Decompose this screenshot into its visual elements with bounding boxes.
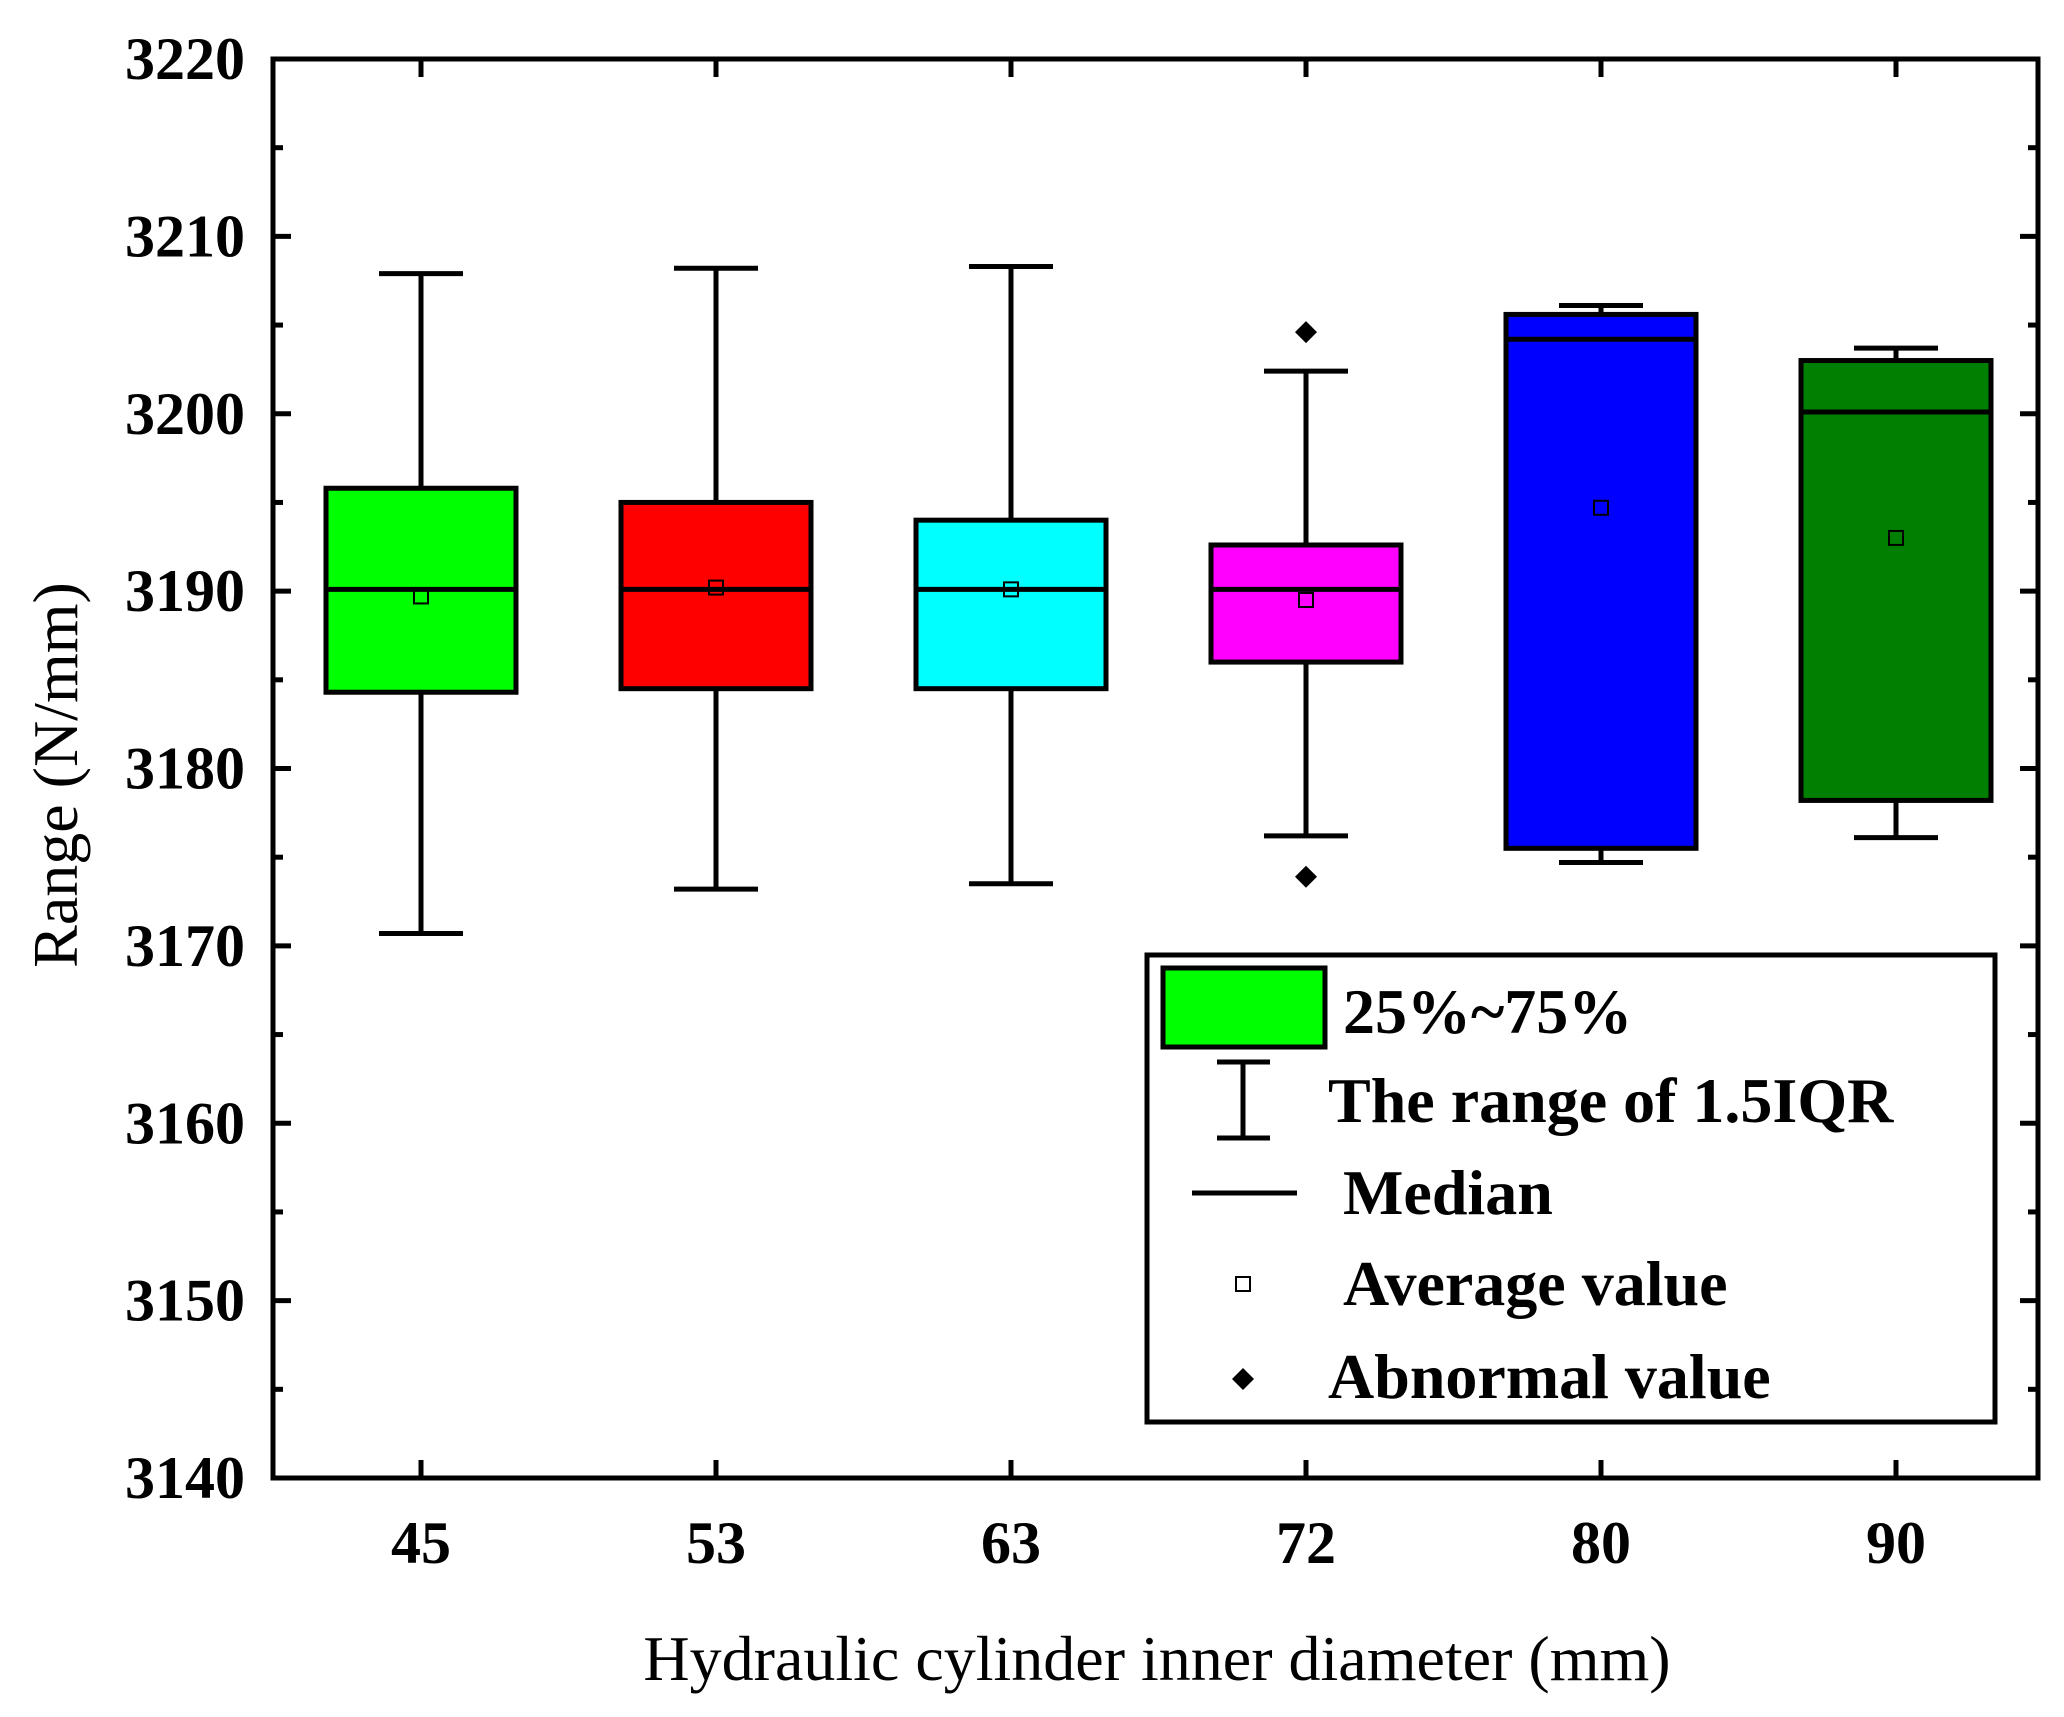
mean-marker [413, 588, 429, 605]
outlier-marker [1295, 321, 1317, 344]
box-group-53 [618, 265, 814, 892]
iqr-box [1208, 542, 1404, 665]
x-axis-title: Hydraulic cylinder inner diameter (mm) [643, 1623, 1670, 1694]
y-tick-label: 3140 [125, 1445, 245, 1511]
x-axis: 45 53 63 72 80 90 [391, 59, 1926, 1576]
plot-area [323, 264, 1994, 936]
box-group-72 [1208, 321, 1404, 888]
y-axis: 3140 3150 3160 3170 3180 3190 3200 3210 3220 [125, 26, 2038, 1511]
legend-box-swatch [1160, 965, 1328, 1050]
iqr-box [1503, 311, 1699, 851]
y-axis-title: Range (N/mm) [20, 582, 91, 968]
legend-mean-marker [1235, 1276, 1251, 1292]
x-tick-label: 63 [981, 1510, 1041, 1576]
x-tick-label: 45 [391, 1510, 451, 1576]
legend-whisker-symbol [1217, 1059, 1270, 1141]
y-tick-label: 3220 [125, 26, 245, 92]
y-tick-label: 3200 [125, 381, 245, 447]
outlier-marker [1295, 865, 1317, 888]
y-tick-label: 3170 [125, 913, 245, 979]
legend-outlier-marker [1232, 1368, 1254, 1390]
x-tick-label: 53 [686, 1510, 746, 1576]
legend: 25%~75% The range of 1.5IQR Median Avera… [1144, 952, 1998, 1425]
iqr-box [1798, 358, 1994, 803]
plot-frame [270, 56, 2041, 1481]
legend-label-outlier: Abnormal value [1328, 1341, 1771, 1412]
mean-marker [1593, 499, 1609, 516]
box-group-90 [1798, 345, 1994, 841]
y-tick-label: 3150 [125, 1268, 245, 1334]
y-tick-label: 3210 [125, 203, 245, 269]
x-tick-label: 80 [1571, 1510, 1631, 1576]
legend-label-mean: Average value [1343, 1248, 1727, 1319]
mean-marker [708, 579, 724, 596]
mean-marker [1298, 591, 1314, 608]
x-tick-label: 90 [1866, 1510, 1926, 1576]
y-tick-label: 3160 [125, 1090, 245, 1156]
legend-label-median: Median [1343, 1157, 1553, 1228]
iqr-box [913, 517, 1109, 692]
legend-label-whisker: The range of 1.5IQR [1328, 1065, 1894, 1136]
mean-marker [1003, 581, 1019, 598]
box-group-80 [1503, 303, 1699, 866]
y-tick-label: 3190 [125, 558, 245, 624]
legend-label-iqr-box: 25%~75% [1343, 976, 1632, 1047]
y-tick-label: 3180 [125, 736, 245, 802]
mean-marker [1888, 529, 1904, 546]
box-group-63 [913, 264, 1109, 887]
x-tick-label: 72 [1276, 1510, 1336, 1576]
box-group-45 [323, 271, 519, 936]
